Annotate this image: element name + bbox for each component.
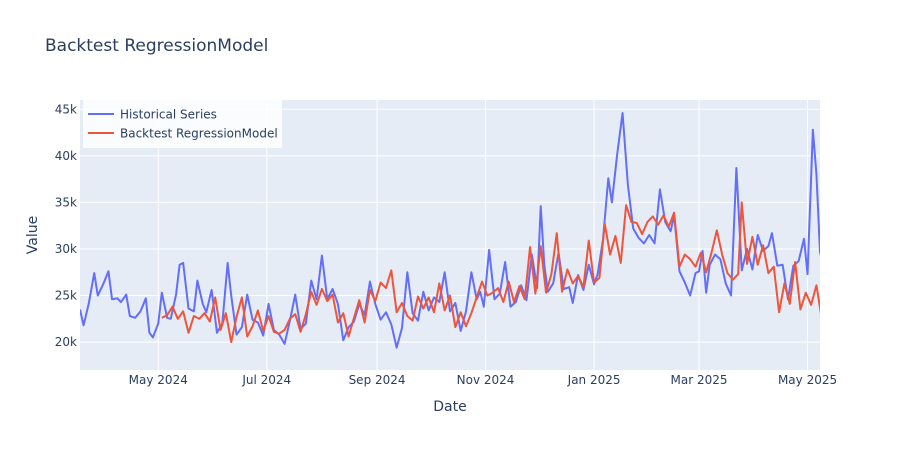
x-tick-label-may-2025: May 2025 [778, 373, 837, 387]
x-tick-label-may-2024: May 2024 [129, 373, 188, 387]
y-tick-label-30k: 30k [55, 242, 77, 256]
legend-background [83, 100, 282, 148]
y-axis-ticks: 20k 25k 30k 35k 40k 45k [55, 102, 77, 349]
x-tick-label-jul-2024: Jul 2024 [241, 373, 291, 387]
legend[interactable]: Historical Series Backtest RegressionMod… [83, 100, 282, 148]
series-layer [80, 112, 843, 349]
legend-label-historical-series: Historical Series [120, 108, 217, 122]
y-tick-label-45k: 45k [55, 102, 77, 116]
x-tick-label-nov-2024: Nov 2024 [457, 373, 515, 387]
series-line-historical-series[interactable] [80, 112, 843, 349]
y-tick-label-35k: 35k [55, 195, 77, 209]
x-axis-ticks: May 2024 Jul 2024 Sep 2024 Nov 2024 Jan 2025… [129, 373, 837, 387]
y-tick-label-40k: 40k [55, 149, 77, 163]
series-line-backtest-regressionmodel[interactable] [161, 201, 838, 344]
y-tick-label-20k: 20k [55, 335, 77, 349]
y-tick-label-25k: 25k [55, 289, 77, 303]
x-tick-label-mar-2025: Mar 2025 [671, 373, 728, 387]
x-tick-label-sep-2024: Sep 2024 [349, 373, 406, 387]
legend-item-historical-series[interactable]: Historical Series [88, 108, 217, 122]
x-axis-label: Date [433, 399, 466, 415]
y-axis-label: Value [25, 216, 41, 254]
chart-title: Backtest RegressionModel [45, 36, 268, 56]
x-tick-label-jan-2025: Jan 2025 [567, 373, 621, 387]
legend-item-backtest-regressionmodel[interactable]: Backtest RegressionModel [88, 127, 278, 141]
legend-label-backtest-regressionmodel: Backtest RegressionModel [120, 127, 278, 141]
